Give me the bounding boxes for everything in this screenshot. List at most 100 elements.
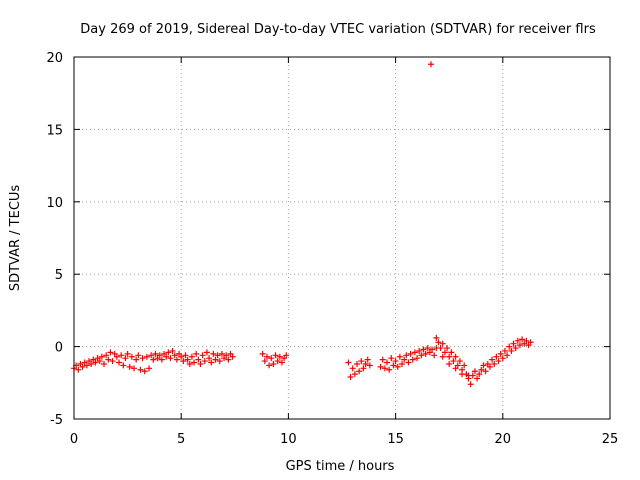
data-point — [349, 365, 356, 372]
data-point — [206, 355, 213, 362]
data-point — [135, 352, 142, 359]
data-point — [474, 375, 481, 382]
data-point — [126, 363, 133, 370]
data-point — [152, 350, 159, 357]
data-point — [101, 360, 108, 367]
data-point — [414, 355, 421, 362]
data-point — [261, 358, 268, 365]
data-point — [146, 365, 153, 372]
data-point — [506, 343, 513, 350]
data-point — [116, 359, 123, 366]
data-point — [409, 356, 416, 363]
data-point — [418, 352, 425, 359]
y-tick-label: -5 — [50, 413, 63, 428]
data-point — [399, 360, 406, 367]
data-point — [366, 362, 373, 369]
data-point — [75, 366, 82, 373]
data-point — [392, 358, 399, 365]
data-point — [444, 345, 451, 352]
data-point — [83, 362, 90, 369]
y-tick-label: 5 — [55, 268, 63, 283]
data-point — [188, 353, 195, 360]
data-point — [401, 356, 408, 363]
data-point — [354, 360, 361, 367]
data-point — [356, 368, 363, 375]
y-tick-label: 10 — [46, 196, 63, 211]
x-tick-label: 20 — [495, 432, 512, 447]
data-point — [122, 355, 129, 362]
data-point — [491, 360, 498, 367]
data-point — [124, 350, 131, 357]
data-point — [456, 358, 463, 365]
data-point — [158, 356, 165, 363]
data-point — [214, 352, 221, 359]
data-point — [450, 358, 457, 365]
data-point — [364, 356, 371, 363]
data-point — [107, 349, 114, 356]
data-point — [527, 339, 534, 346]
data-point — [429, 346, 436, 353]
data-point — [169, 347, 176, 354]
data-point — [92, 359, 99, 366]
x-tick-label: 15 — [387, 432, 404, 447]
data-point — [495, 358, 502, 365]
data-point — [431, 352, 438, 359]
data-point — [212, 356, 219, 363]
grid-lines — [73, 56, 611, 420]
x-tick-label: 5 — [177, 432, 185, 447]
data-point — [345, 359, 352, 366]
data-point — [128, 353, 135, 360]
data-point — [351, 371, 358, 378]
data-point — [141, 368, 148, 375]
data-point — [109, 358, 116, 365]
data-point — [278, 359, 285, 366]
data-point — [156, 352, 163, 359]
x-tick-labels: 0 5 10 15 20 25 — [70, 432, 618, 447]
data-point — [272, 352, 279, 359]
data-point — [424, 345, 431, 352]
data-point — [270, 360, 277, 367]
data-point — [499, 355, 506, 362]
data-point — [493, 353, 500, 360]
data-point — [163, 353, 170, 360]
data-point — [478, 366, 485, 373]
y-tick-labels: -5 0 5 10 15 20 — [46, 51, 63, 428]
data-point — [139, 355, 146, 362]
data-point — [512, 345, 519, 352]
data-point — [143, 353, 150, 360]
data-point — [171, 352, 178, 359]
data-point — [459, 371, 466, 378]
data-point — [504, 352, 511, 359]
data-point — [514, 337, 521, 344]
data-point — [113, 353, 120, 360]
data-point — [480, 362, 487, 369]
x-tick-label: 0 — [70, 432, 78, 447]
data-point — [180, 358, 187, 365]
data-point — [360, 365, 367, 372]
data-point — [411, 349, 418, 356]
data-point — [482, 368, 489, 375]
data-point — [427, 61, 434, 68]
data-point — [508, 347, 515, 354]
data-point — [396, 353, 403, 360]
data-point — [203, 349, 210, 356]
data-point — [446, 360, 453, 367]
data-point — [96, 358, 103, 365]
data-point — [384, 359, 391, 366]
data-point — [210, 350, 217, 357]
data-point — [471, 368, 478, 375]
data-point — [435, 339, 442, 346]
data-point — [191, 359, 198, 366]
data-point — [137, 366, 144, 373]
y-tick-label: 15 — [46, 123, 63, 138]
data-point — [148, 352, 155, 359]
data-point — [178, 353, 185, 360]
data-point — [501, 347, 508, 354]
data-point — [208, 359, 215, 366]
data-point — [173, 356, 180, 363]
data-point — [422, 350, 429, 357]
data-point — [274, 358, 281, 365]
data-point — [377, 363, 384, 370]
y-axis-label: SDTVAR / TECUs — [8, 185, 23, 292]
